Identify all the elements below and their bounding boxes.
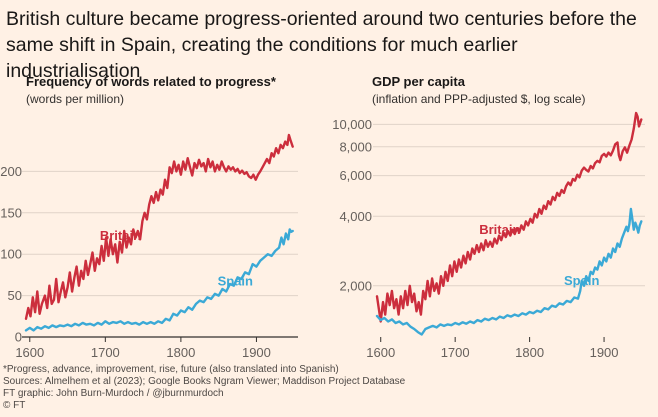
- series-label-britain: Britain: [100, 228, 141, 243]
- y-tick-label: 200: [0, 164, 22, 179]
- series-label-britain: Britain: [479, 222, 520, 237]
- y-tick-label: 100: [0, 247, 22, 262]
- footnote-copyright: © FT: [3, 400, 26, 411]
- y-tick-label: 8,000: [339, 139, 372, 154]
- y-tick-label: 0: [15, 330, 22, 345]
- gdp-per-capita-chart: 2,000 4,000 6,000 8,000 10,000 1600 1700 1800 19…: [332, 111, 645, 360]
- series-line-spain: [24, 228, 294, 332]
- x-tick-label: 1600: [366, 345, 395, 360]
- y-tick-label: 50: [8, 288, 22, 303]
- y-tick-label: 4,000: [339, 209, 372, 224]
- x-tick-label: 1600: [15, 345, 44, 360]
- footnote-sources: Sources: Almelhem et al (2023); Google B…: [3, 376, 406, 387]
- series-label-spain: Spain: [564, 273, 599, 288]
- footnote-credit: FT graphic: John Burn-Murdoch / @jburnmu…: [3, 388, 224, 399]
- x-tick-label: 1900: [242, 345, 271, 360]
- series-line-spain: [375, 207, 643, 336]
- x-tick-label: 1700: [441, 345, 470, 360]
- y-tick-label: 2,000: [339, 278, 372, 293]
- footnote-words: *Progress, advance, improvement, rise, f…: [3, 364, 339, 375]
- right-chart-subtitle: (inflation and PPP-adjusted $, log scale…: [372, 92, 586, 106]
- x-tick-label: 1700: [91, 345, 120, 360]
- left-chart-title: Frequency of words related to progress*: [26, 74, 276, 89]
- y-tick-label: 150: [0, 205, 22, 220]
- progress-words-chart: 0 50 100 150 200 1600 1700 1800 1900 Britain Spain: [0, 133, 298, 360]
- headline: British culture became progress-oriented…: [6, 8, 637, 82]
- right-chart-title: GDP per capita: [372, 74, 465, 89]
- series-line-britain: [375, 111, 643, 323]
- series-line-britain: [24, 133, 294, 320]
- series-label-spain: Spain: [218, 274, 253, 289]
- y-tick-label: 10,000: [332, 117, 372, 132]
- y-tick-label: 6,000: [339, 168, 372, 183]
- x-tick-label: 1900: [590, 345, 619, 360]
- left-chart-subtitle: (words per million): [26, 92, 125, 106]
- x-tick-label: 1800: [515, 345, 544, 360]
- x-tick-label: 1800: [166, 345, 195, 360]
